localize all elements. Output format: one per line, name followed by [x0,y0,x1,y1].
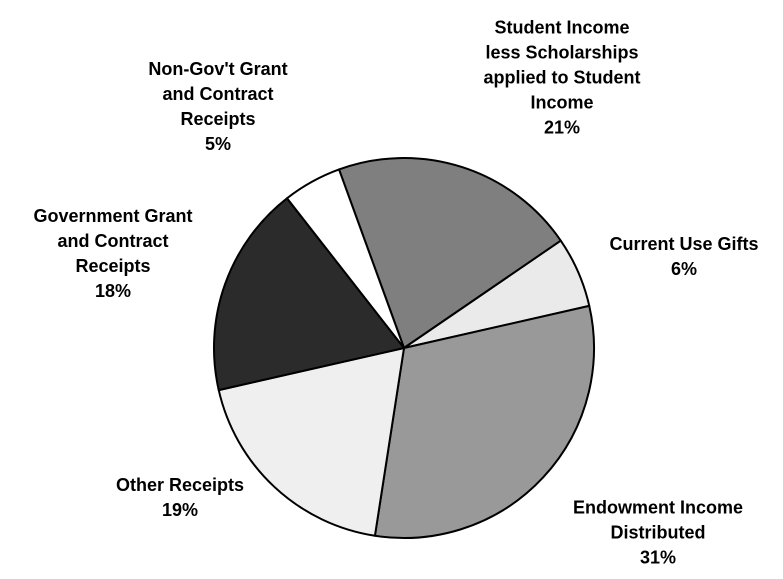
slice-label-2: Endowment Income Distributed 31% [573,496,743,571]
slice-name-line: Current Use Gifts [609,234,759,254]
pie-slice-2 [373,304,595,539]
slice-name-line: less Scholarships [485,42,639,63]
slice-name-line: Government Grant [33,206,193,226]
slice-name-line: Receipts [75,256,151,276]
slice-percent: 21% [543,117,581,138]
slice-name-line: Non-Gov't Grant [148,59,288,79]
slice-name-line: Student Income [494,17,630,38]
slice-label-3: Other Receipts 19% [116,473,244,523]
pie-slice-0 [338,157,562,349]
slice-name-line: Income [530,92,594,113]
slice-name-line: and Contract [162,84,274,104]
slice-label-5: Non-Gov't Grant and Contract Receipts 5% [148,57,287,157]
slice-label-1: Current Use Gifts 6% [609,232,758,282]
slice-label-0: Student Income less Scholarships applied t… [484,16,641,141]
slice-name-line: Receipts [180,109,256,129]
slice-name-line: and Contract [57,231,169,251]
slice-name-line: Endowment Income [572,497,744,518]
slice-percent: 19% [161,500,199,520]
slice-percent: 5% [204,134,231,154]
slice-percent: 6% [670,259,697,279]
pie-slice-4 [213,197,405,392]
slice-label-4: Government Grant and Contract Receipts 18% [33,204,192,304]
slice-name-line: Distributed [610,522,706,543]
slice-name-line: Other Receipts [115,475,245,495]
slice-percent: 18% [94,281,132,301]
pie-slice-5 [286,168,405,349]
slice-name-line: applied to Student [483,67,641,88]
slice-percent: 31% [639,547,677,568]
pie-slice-3 [217,347,405,537]
